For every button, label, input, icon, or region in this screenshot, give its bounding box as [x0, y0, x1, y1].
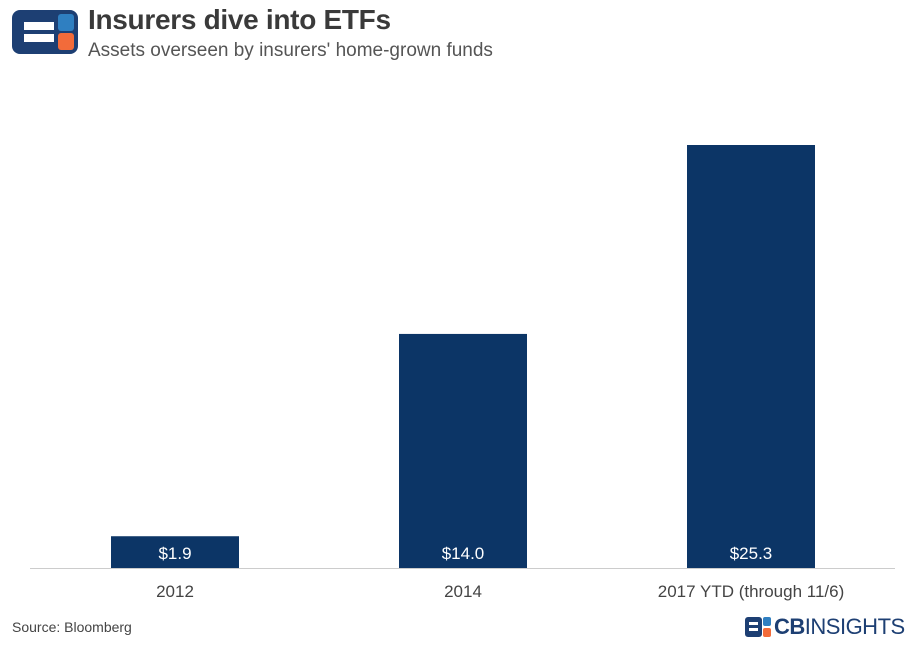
chart-title: Insurers dive into ETFs — [88, 4, 391, 35]
bar-value-label: $25.3 — [730, 544, 773, 563]
bar-2014 — [399, 333, 527, 568]
brand-cb-text: CB — [774, 614, 805, 639]
chart-subtitle: Assets overseen by insurers' home-grown … — [88, 40, 493, 61]
x-tick-label: 2014 — [444, 582, 482, 601]
brand-insights-text: INSIGHTS — [804, 614, 905, 639]
cb-insights-mark-icon — [745, 617, 771, 637]
cb-insights-brand: CB INSIGHTS — [745, 614, 905, 640]
source-note: Source: Bloomberg — [12, 619, 132, 635]
bar-2017 — [687, 145, 815, 568]
x-tick-label: 2012 — [156, 582, 194, 601]
x-tick-label: 2017 YTD (through 11/6) — [658, 582, 845, 601]
bar-2012 — [111, 536, 239, 568]
cb-insights-logo-icon — [12, 10, 78, 54]
bar-value-label: $1.9 — [158, 544, 191, 563]
bar-value-label: $14.0 — [442, 544, 485, 563]
